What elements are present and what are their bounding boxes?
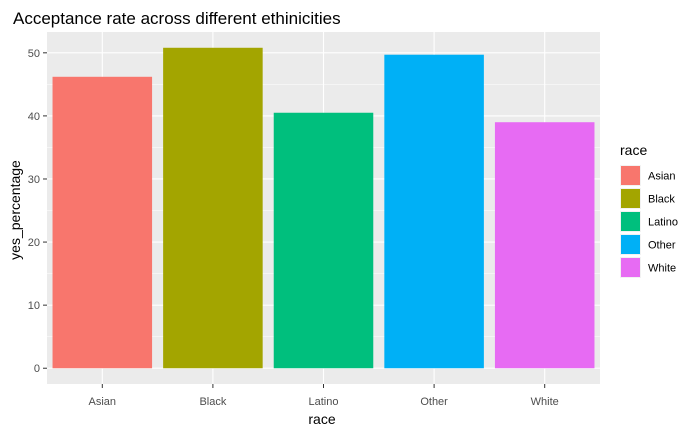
- bar-white: [494, 122, 595, 369]
- y-tick-label: 10: [28, 300, 40, 312]
- legend-label-other: Other: [648, 240, 676, 252]
- y-tick-label: 30: [28, 174, 40, 186]
- chart-title: Acceptance rate across different ethinic…: [13, 9, 341, 28]
- y-tick-label: 50: [28, 48, 40, 60]
- x-axis-title: race: [308, 411, 335, 427]
- legend: race Asian Black Latino Other White: [620, 142, 678, 278]
- legend-swatch-black: [621, 189, 640, 208]
- x-tick-label: Latino: [309, 396, 339, 408]
- legend-label-black: Black: [648, 194, 675, 206]
- bars: [52, 47, 595, 369]
- legend-swatch-latino: [621, 212, 640, 231]
- bar-asian: [52, 76, 153, 369]
- bar-black: [163, 47, 263, 369]
- y-tick-label: 20: [28, 237, 40, 249]
- x-tick-label: White: [531, 396, 559, 408]
- legend-label-asian: Asian: [648, 171, 676, 183]
- x-tick-label: Black: [199, 396, 226, 408]
- legend-label-white: White: [648, 263, 676, 275]
- x-tick-label: Other: [420, 396, 448, 408]
- legend-label-latino: Latino: [648, 217, 678, 229]
- y-axis: 0 10 20 30 40 50: [28, 48, 47, 375]
- y-tick-label: 0: [34, 363, 40, 375]
- x-tick-label: Asian: [89, 396, 117, 408]
- bar-other: [384, 54, 484, 369]
- y-tick-label: 40: [28, 111, 40, 123]
- legend-swatch-asian: [621, 166, 640, 185]
- legend-swatch-white: [621, 258, 640, 277]
- x-axis: Asian Black Latino Other White: [89, 384, 559, 408]
- bar-latino: [273, 112, 374, 369]
- y-axis-title: yes_percentage: [7, 160, 23, 260]
- legend-swatch-other: [621, 235, 640, 254]
- legend-title: race: [620, 142, 647, 158]
